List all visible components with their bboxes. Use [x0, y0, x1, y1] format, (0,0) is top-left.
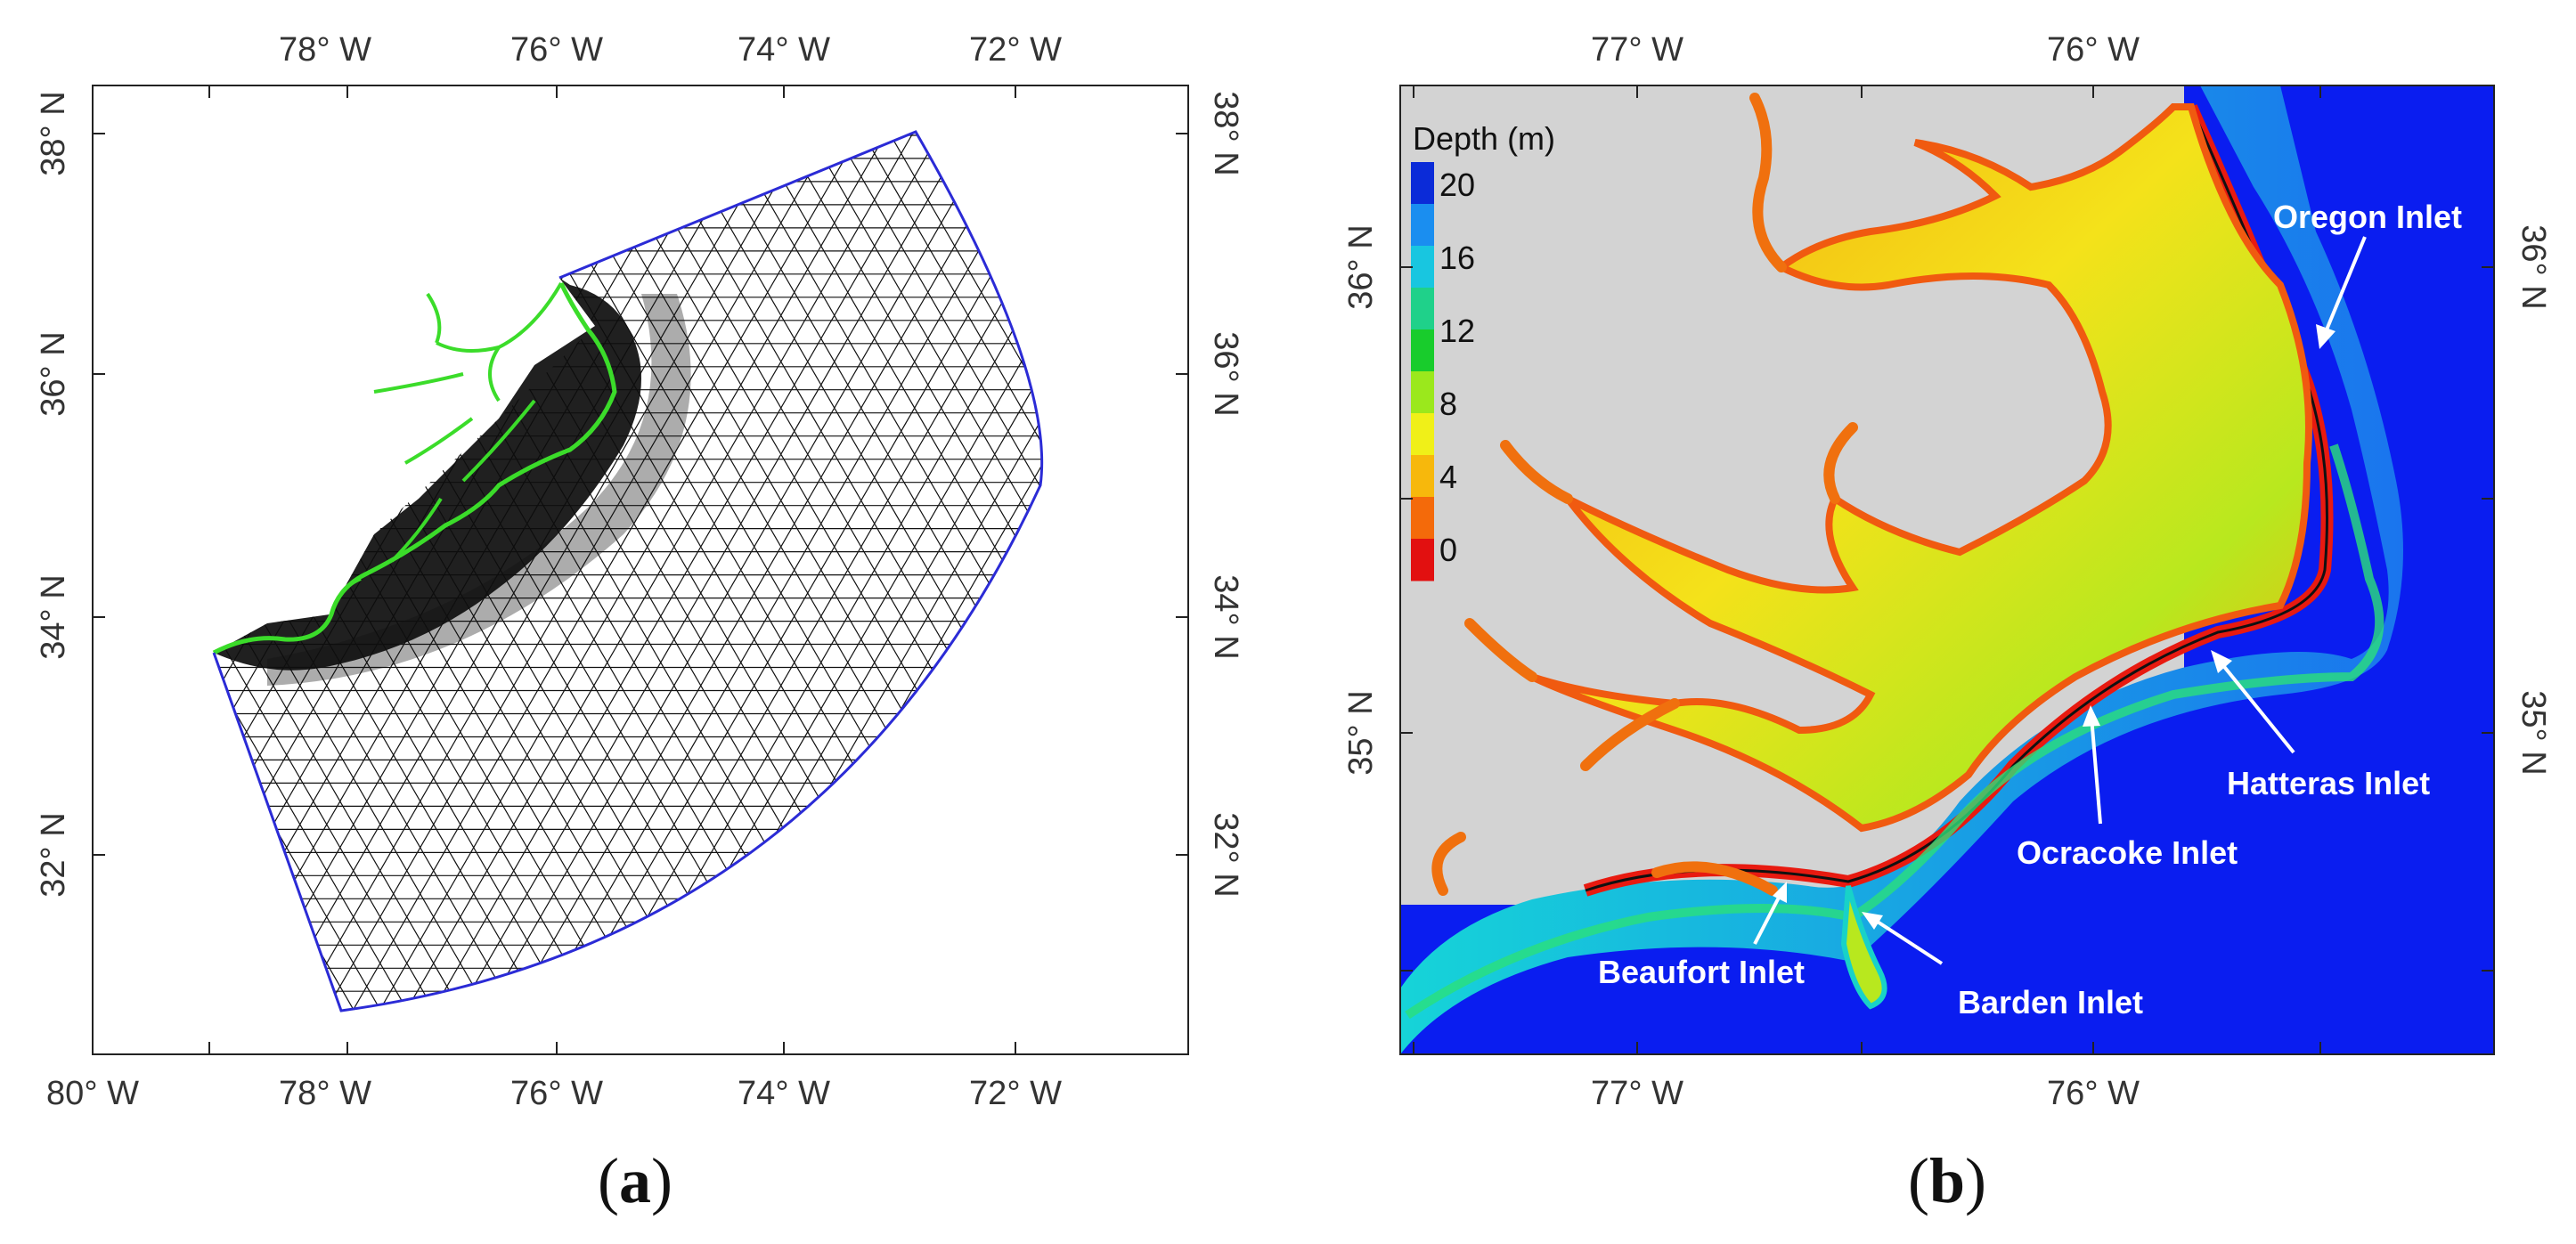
- legend-swatch: [1411, 204, 1434, 247]
- hatteras-inlet-arrow: [2216, 657, 2295, 754]
- panel-a-bottom-tick-2: 76° W: [510, 1075, 603, 1112]
- oregon-inlet-label: Oregon Inlet: [2273, 199, 2462, 235]
- panel-a-right-tick-0: 38° N: [1207, 91, 1244, 175]
- legend-swatch: [1411, 539, 1434, 581]
- panel-a-mesh-map: 78° W 76° W 74° W 72° W 80° W 78° W 76° …: [35, 31, 1244, 1216]
- legend-swatch: [1411, 371, 1434, 414]
- panel-b-label: (b): [1908, 1145, 1986, 1216]
- legend-tick-20: 20: [1439, 167, 1475, 203]
- legend-tick-8: 8: [1439, 386, 1457, 422]
- panel-b-bottom-tick-1: 76° W: [2047, 1075, 2140, 1112]
- panel-b-left-tick-1: 35° N: [1342, 690, 1380, 775]
- panel-b-ticks: [1400, 85, 2494, 1054]
- legend-tick-16: 16: [1439, 240, 1475, 276]
- legend-swatch: [1411, 246, 1434, 289]
- panel-a-left-tick-1: 36° N: [35, 331, 72, 416]
- barden-inlet-label: Barden Inlet: [1958, 984, 2143, 1020]
- panel-a-left-tick-2: 34° N: [35, 574, 72, 659]
- panel-b-right-tick-0: 36° N: [2515, 224, 2552, 309]
- ocracoke-inlet-arrowhead: [2083, 705, 2100, 727]
- legend-tick-0: 0: [1439, 532, 1457, 568]
- legend-tick-12: 12: [1439, 313, 1475, 349]
- panel-a-label: (a): [598, 1145, 673, 1216]
- panel-a-bottom-tick-1: 78° W: [279, 1075, 371, 1112]
- legend-swatch: [1411, 497, 1434, 540]
- panel-a-right-tick-3: 32° N: [1207, 812, 1244, 897]
- legend-title: Depth (m): [1413, 120, 1555, 157]
- ocracoke-inlet-label: Ocracoke Inlet: [2017, 834, 2238, 871]
- legend-swatch: [1411, 288, 1434, 330]
- cape-lookout-shoal: [1840, 885, 1887, 1010]
- panel-a-right-tick-2: 34° N: [1207, 574, 1244, 659]
- mesh-domain: [214, 132, 1042, 1011]
- panel-a-bottom-tick-4: 72° W: [969, 1075, 1062, 1112]
- panel-a-top-tick-1: 76° W: [510, 31, 603, 69]
- legend-swatch: [1411, 455, 1434, 498]
- panel-a-bottom-tick-0: 80° W: [46, 1075, 139, 1112]
- panel-b-frame: [1399, 85, 2495, 1055]
- green-coastline: [212, 281, 617, 655]
- panel-b-right-tick-1: 35° N: [2515, 690, 2552, 775]
- oregon-inlet-arrowhead: [2316, 324, 2336, 349]
- panel-b-bottom-tick-0: 77° W: [1591, 1075, 1683, 1112]
- legend-color-bar: [1411, 162, 1434, 581]
- nearshore-green: [1405, 443, 2384, 1020]
- legend-swatch: [1411, 329, 1434, 372]
- hatteras-inlet-label: Hatteras Inlet: [2227, 765, 2430, 801]
- beaufort-inlet-arrow: [1753, 891, 1783, 945]
- open-ocean-boundary: [212, 130, 1044, 1012]
- legend-tick-4: 4: [1439, 459, 1457, 495]
- panel-a-top-tick-3: 72° W: [969, 31, 1062, 69]
- beaufort-inlet-label: Beaufort Inlet: [1598, 954, 1805, 990]
- ocracoke-inlet-arrow: [2090, 716, 2102, 825]
- barden-inlet-arrowhead: [1862, 912, 1883, 930]
- oregon-inlet-arrow: [2321, 236, 2367, 339]
- beaufort-inlet-arrowhead: [1773, 882, 1787, 903]
- panel-b-top-tick-1: 76° W: [2047, 31, 2140, 69]
- barden-inlet-arrow: [1869, 915, 1944, 965]
- green-sound-rivers: [330, 282, 563, 615]
- deep-ocean: [1400, 85, 2494, 1054]
- depth-legend: Depth (m) 20 16 12 8 4 0: [1411, 120, 1555, 581]
- panel-a-top-tick-0: 78° W: [279, 31, 371, 69]
- panel-b-bathymetry-map: Depth (m) 20 16 12 8 4 0 Oregon Inlet Ha…: [1342, 31, 2552, 1216]
- panel-a-right-tick-1: 36° N: [1207, 331, 1244, 416]
- pamlico-albemarle-sound: [1530, 103, 2312, 833]
- mesh-gradient-zone: [267, 294, 691, 686]
- river-channels: [1431, 93, 1858, 896]
- panel-a-bottom-tick-3: 74° W: [738, 1075, 830, 1112]
- hatteras-inlet-arrowhead: [2211, 650, 2232, 673]
- legend-swatch: [1411, 162, 1434, 205]
- dense-coastal-mesh: [214, 278, 641, 671]
- panel-a-ticks: [93, 85, 1188, 1054]
- panel-a-left-tick-0: 38° N: [35, 91, 72, 175]
- panel-b-left-tick-0: 36° N: [1342, 224, 1380, 309]
- inlet-annotations: Oregon Inlet Hatteras Inlet Ocracoke Inl…: [1598, 199, 2462, 1020]
- panel-a-left-tick-3: 32° N: [35, 812, 72, 897]
- panel-a-top-tick-2: 74° W: [738, 31, 830, 69]
- panel-b-top-tick-0: 77° W: [1591, 31, 1683, 69]
- legend-swatch: [1411, 413, 1434, 456]
